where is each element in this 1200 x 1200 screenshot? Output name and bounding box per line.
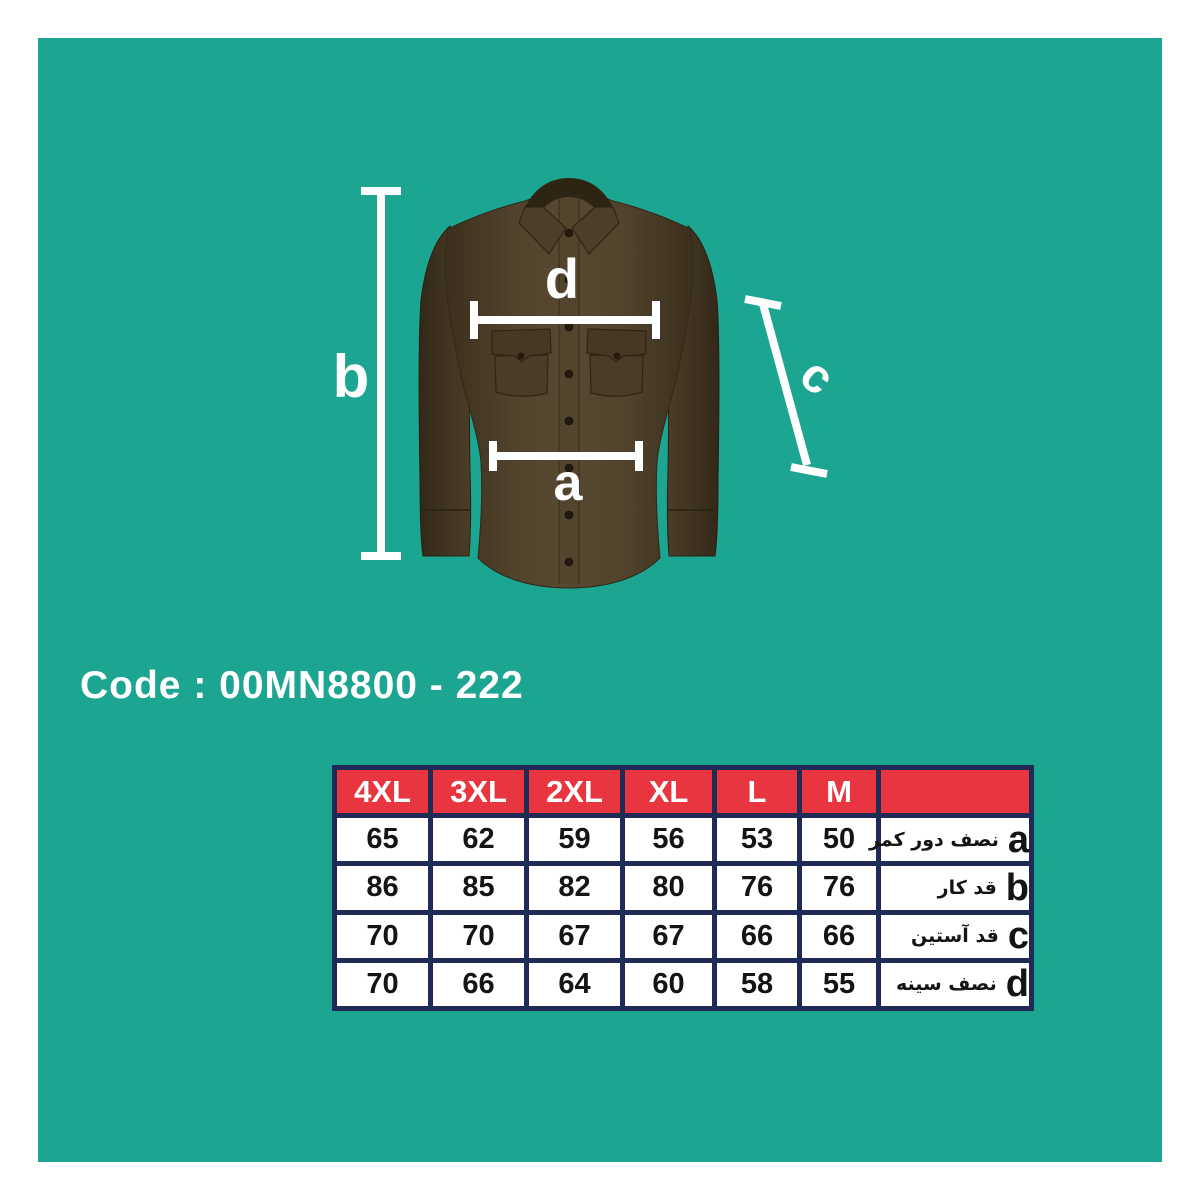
header-m: M xyxy=(802,770,876,814)
table-row-c: 70 70 67 67 66 66 قد آستین c xyxy=(337,914,1029,958)
size-value-cell: 64 xyxy=(529,962,620,1006)
table-row-d: 70 66 64 60 58 55 نصف سینه d xyxy=(337,962,1029,1006)
size-value-cell: 62 xyxy=(433,818,524,862)
measure-letter-b: b xyxy=(1005,866,1029,909)
size-table-header-row: 4XL 3XL 2XL XL L M xyxy=(337,770,1029,814)
header-4xl: 4XL xyxy=(337,770,428,814)
measure-letter-c: c xyxy=(1007,915,1029,958)
measure-label-a: a xyxy=(554,454,584,512)
placket-stitch xyxy=(558,196,580,584)
product-code: Code : 00MN8800 - 222 xyxy=(80,664,524,707)
measure-label-b: b xyxy=(333,343,370,410)
size-value-cell: 66 xyxy=(717,914,797,958)
measure-line-a xyxy=(489,441,643,471)
size-value-cell: 66 xyxy=(802,914,876,958)
size-value-cell: 67 xyxy=(625,914,712,958)
measure-name-cell-b: قد کار b xyxy=(881,866,1029,910)
size-value-cell: 59 xyxy=(529,818,620,862)
size-value-cell: 70 xyxy=(337,962,428,1006)
size-value-cell: 55 xyxy=(802,962,876,1006)
size-value-cell: 53 xyxy=(717,818,797,862)
size-value-cell: 70 xyxy=(433,914,524,958)
size-value-cell: 82 xyxy=(529,866,620,910)
right-chest-pocket xyxy=(586,328,647,397)
header-measure xyxy=(881,770,1029,814)
size-table: 4XL 3XL 2XL XL L M 65 62 59 56 53 50 نصف… xyxy=(332,765,1034,1011)
measure-line-c xyxy=(744,295,828,478)
size-value-cell: 50 xyxy=(802,818,876,862)
measure-name-a: نصف دور کمر xyxy=(869,828,999,851)
measure-label-c: c xyxy=(790,348,844,406)
measure-letter-d: d xyxy=(1005,963,1029,1006)
measure-name-cell-c: قد آستین c xyxy=(881,914,1029,958)
measure-line-d xyxy=(470,301,660,339)
table-row-a: 65 62 59 56 53 50 نصف دور کمر a xyxy=(337,818,1029,862)
measure-name-cell-a: نصف دور کمر a xyxy=(869,818,1029,862)
shirt-buttons xyxy=(564,228,574,567)
size-value-cell: 85 xyxy=(433,866,524,910)
collar-right-wing xyxy=(571,206,620,255)
shirt-image xyxy=(418,178,720,589)
measure-label-d: d xyxy=(545,247,579,310)
size-value-cell: 76 xyxy=(802,866,876,910)
shirt-placket xyxy=(559,196,579,584)
size-value-cell: 58 xyxy=(717,962,797,1006)
size-value-cell: 60 xyxy=(625,962,712,1006)
measure-name-b: قد کار xyxy=(937,876,997,899)
left-chest-pocket xyxy=(491,328,552,397)
header-xl: XL xyxy=(625,770,712,814)
size-value-cell: 70 xyxy=(337,914,428,958)
size-value-cell: 80 xyxy=(625,866,712,910)
measure-name-d: نصف سینه xyxy=(895,973,997,996)
header-2xl: 2XL xyxy=(529,770,620,814)
measure-name-cell-d: نصف سینه d xyxy=(881,962,1029,1006)
header-3xl: 3XL xyxy=(433,770,524,814)
size-value-cell: 86 xyxy=(337,866,428,910)
measure-letter-a: a xyxy=(1007,818,1029,861)
measurement-lines xyxy=(361,187,828,560)
collar-left-wing xyxy=(518,206,567,255)
collar-band xyxy=(525,178,613,222)
size-value-cell: 67 xyxy=(529,914,620,958)
size-value-cell: 66 xyxy=(433,962,524,1006)
size-value-cell: 65 xyxy=(337,818,428,862)
measure-name-c: قد آستین xyxy=(911,925,999,948)
table-row-b: 86 85 82 80 76 76 قد کار b xyxy=(337,866,1029,910)
size-value-cell: 76 xyxy=(717,866,797,910)
measure-line-b xyxy=(361,187,401,560)
header-l: L xyxy=(717,770,797,814)
size-value-cell: 56 xyxy=(625,818,712,862)
